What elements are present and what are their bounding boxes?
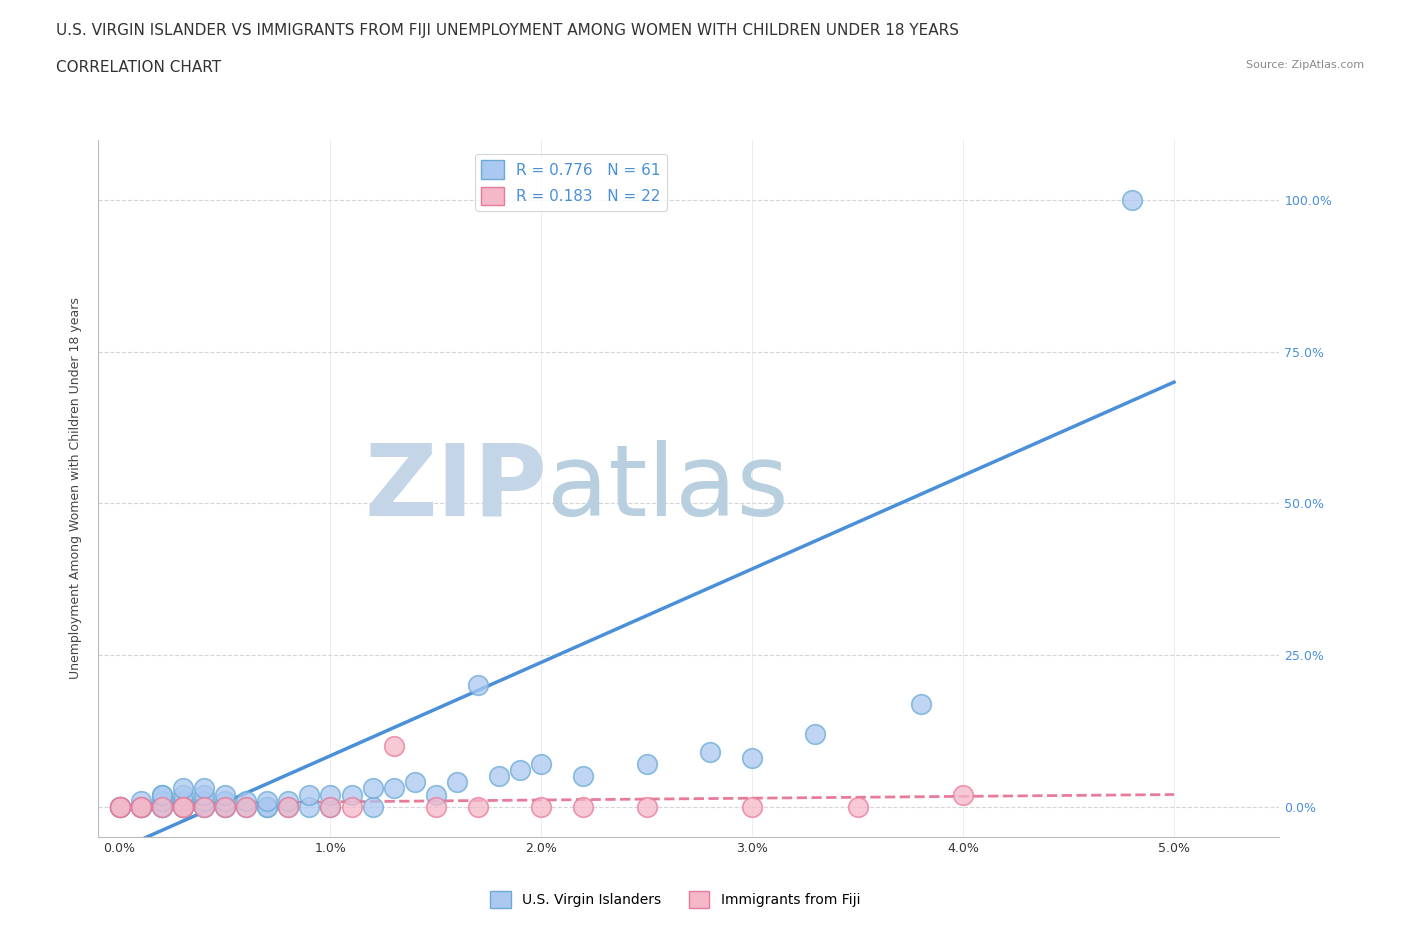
Point bbox=[108, 799, 131, 814]
Point bbox=[150, 799, 173, 814]
Point bbox=[382, 738, 405, 753]
Point bbox=[256, 799, 278, 814]
Point bbox=[636, 757, 658, 772]
Point bbox=[741, 751, 763, 765]
Point bbox=[425, 799, 447, 814]
Point bbox=[214, 799, 236, 814]
Point bbox=[108, 799, 131, 814]
Point bbox=[741, 799, 763, 814]
Point bbox=[530, 799, 553, 814]
Point bbox=[277, 799, 299, 814]
Text: CORRELATION CHART: CORRELATION CHART bbox=[56, 60, 221, 75]
Point bbox=[172, 799, 194, 814]
Point bbox=[298, 787, 321, 802]
Point bbox=[467, 799, 489, 814]
Point bbox=[129, 799, 152, 814]
Point bbox=[129, 799, 152, 814]
Point bbox=[193, 799, 215, 814]
Point bbox=[256, 793, 278, 808]
Point bbox=[172, 799, 194, 814]
Legend: R = 0.776   N = 61, R = 0.183   N = 22: R = 0.776 N = 61, R = 0.183 N = 22 bbox=[475, 154, 666, 211]
Point bbox=[340, 787, 363, 802]
Point bbox=[256, 799, 278, 814]
Point bbox=[425, 787, 447, 802]
Point bbox=[172, 799, 194, 814]
Point bbox=[804, 726, 827, 741]
Point bbox=[1121, 193, 1143, 207]
Point bbox=[108, 799, 131, 814]
Point bbox=[172, 793, 194, 808]
Point bbox=[530, 757, 553, 772]
Point bbox=[150, 799, 173, 814]
Point bbox=[150, 787, 173, 802]
Y-axis label: Unemployment Among Women with Children Under 18 years: Unemployment Among Women with Children U… bbox=[69, 298, 83, 679]
Point bbox=[214, 799, 236, 814]
Point bbox=[108, 799, 131, 814]
Point bbox=[193, 781, 215, 796]
Point bbox=[636, 799, 658, 814]
Point bbox=[172, 799, 194, 814]
Point bbox=[572, 799, 595, 814]
Point bbox=[214, 787, 236, 802]
Point bbox=[129, 799, 152, 814]
Point bbox=[846, 799, 869, 814]
Point bbox=[235, 793, 257, 808]
Point bbox=[361, 781, 384, 796]
Text: ZIP: ZIP bbox=[364, 440, 547, 537]
Point bbox=[108, 799, 131, 814]
Point bbox=[129, 799, 152, 814]
Point bbox=[214, 799, 236, 814]
Point bbox=[193, 793, 215, 808]
Point bbox=[277, 799, 299, 814]
Point bbox=[108, 799, 131, 814]
Point bbox=[319, 799, 342, 814]
Point bbox=[172, 799, 194, 814]
Point bbox=[488, 769, 510, 784]
Point bbox=[193, 787, 215, 802]
Point bbox=[129, 793, 152, 808]
Point bbox=[172, 787, 194, 802]
Point bbox=[319, 787, 342, 802]
Point bbox=[235, 799, 257, 814]
Text: atlas: atlas bbox=[547, 440, 789, 537]
Point bbox=[193, 799, 215, 814]
Point bbox=[129, 799, 152, 814]
Point bbox=[150, 799, 173, 814]
Point bbox=[129, 799, 152, 814]
Point bbox=[446, 775, 468, 790]
Legend: U.S. Virgin Islanders, Immigrants from Fiji: U.S. Virgin Islanders, Immigrants from F… bbox=[484, 885, 866, 914]
Point bbox=[910, 697, 932, 711]
Point bbox=[214, 793, 236, 808]
Point bbox=[404, 775, 426, 790]
Point bbox=[172, 781, 194, 796]
Point bbox=[319, 799, 342, 814]
Point bbox=[150, 787, 173, 802]
Text: U.S. VIRGIN ISLANDER VS IMMIGRANTS FROM FIJI UNEMPLOYMENT AMONG WOMEN WITH CHILD: U.S. VIRGIN ISLANDER VS IMMIGRANTS FROM … bbox=[56, 23, 959, 38]
Point bbox=[952, 787, 974, 802]
Point bbox=[361, 799, 384, 814]
Point bbox=[382, 781, 405, 796]
Point bbox=[129, 799, 152, 814]
Point bbox=[572, 769, 595, 784]
Point bbox=[298, 799, 321, 814]
Point bbox=[277, 793, 299, 808]
Point bbox=[467, 678, 489, 693]
Text: Source: ZipAtlas.com: Source: ZipAtlas.com bbox=[1246, 60, 1364, 71]
Point bbox=[172, 793, 194, 808]
Point bbox=[150, 799, 173, 814]
Point bbox=[235, 799, 257, 814]
Point bbox=[340, 799, 363, 814]
Point bbox=[699, 745, 721, 760]
Point bbox=[150, 793, 173, 808]
Point bbox=[509, 763, 531, 777]
Point bbox=[193, 799, 215, 814]
